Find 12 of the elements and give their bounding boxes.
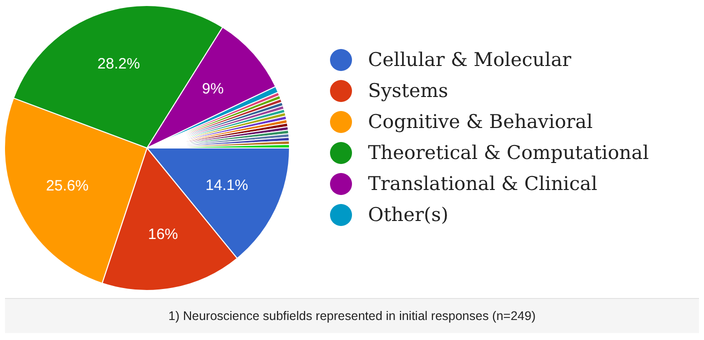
data-label: 9% <box>202 80 224 98</box>
text: 1) Neuroscience subfields represented in initial responses (n=249) <box>5 299 699 333</box>
legend-label: Systems <box>368 80 448 102</box>
data-label: 14.1% <box>206 177 248 194</box>
legend-label: Cognitive & Behavioral <box>368 110 593 132</box>
data-label: 16% <box>148 226 178 244</box>
data-label: 25.6% <box>46 177 89 194</box>
legend-label: Other(s) <box>368 204 448 226</box>
data-label: 28.2% <box>97 55 140 72</box>
legend-label: Cellular & Molecular <box>368 48 572 70</box>
legend-label: Translational & Clinical <box>368 172 598 194</box>
legend-label: Theoretical & Computational <box>368 142 649 164</box>
